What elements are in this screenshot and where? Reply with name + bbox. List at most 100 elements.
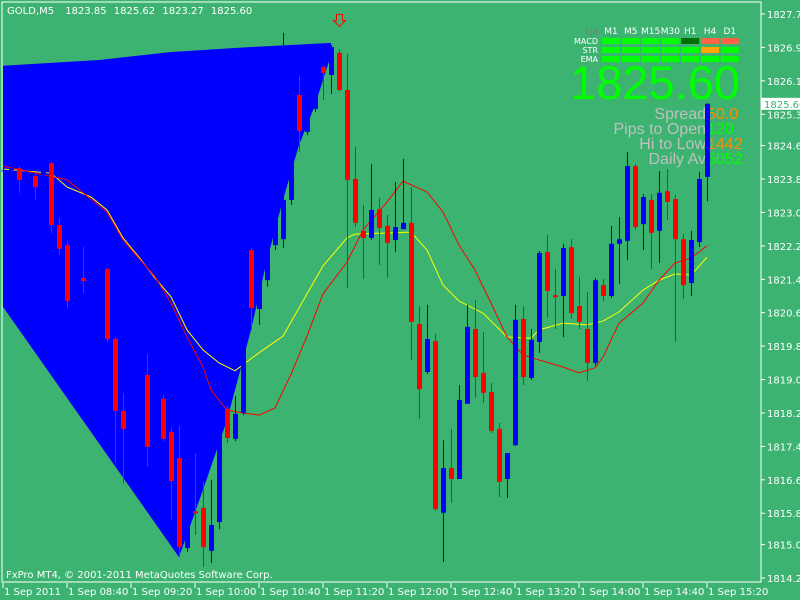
candle — [289, 92, 294, 205]
candle-body — [545, 252, 550, 291]
candle — [489, 382, 494, 434]
candle — [673, 194, 678, 342]
candle — [697, 171, 702, 248]
candle-body — [361, 230, 366, 238]
signal-cell-str-h4 — [701, 47, 719, 53]
candle-body — [681, 239, 686, 286]
candle — [209, 479, 214, 563]
candle — [393, 181, 398, 253]
signal-cell-str-m15 — [641, 47, 660, 53]
signal-cell-ema-d1 — [720, 56, 739, 62]
candle — [601, 278, 606, 302]
candle-body — [193, 511, 198, 514]
candle-body — [433, 341, 438, 510]
candle-body — [145, 374, 150, 447]
moving-average-fast-line — [2, 168, 708, 372]
candle-body — [673, 199, 678, 240]
candle-body — [81, 278, 86, 281]
candle — [625, 151, 630, 261]
candle-body — [233, 413, 238, 439]
candle — [441, 440, 446, 563]
signal-cell-ema-m15 — [641, 56, 660, 62]
candle-body — [369, 209, 374, 238]
candle — [433, 334, 438, 512]
candle-body — [97, 268, 102, 271]
candle-body — [425, 339, 430, 373]
sell-arrow-icon — [332, 13, 347, 28]
candle — [337, 49, 342, 91]
candle — [57, 217, 62, 256]
candle — [9, 166, 14, 175]
signal-cell-macd-h4 — [701, 38, 719, 44]
candle — [521, 306, 526, 385]
candle — [689, 230, 694, 296]
candle-body — [161, 398, 166, 439]
candle — [705, 102, 710, 202]
candle-body — [105, 268, 110, 340]
candle-body — [561, 247, 566, 296]
candle — [617, 217, 622, 284]
candle — [537, 250, 542, 353]
candle-body — [705, 103, 710, 177]
candle — [113, 336, 118, 464]
header-low: 1823.27 — [162, 6, 203, 17]
candle — [49, 161, 54, 233]
candle-body — [505, 453, 510, 479]
candle-body — [137, 374, 142, 380]
candle — [273, 214, 278, 251]
candle — [593, 278, 598, 366]
candle-body — [177, 458, 182, 548]
candle — [633, 163, 638, 230]
time-axis[interactable]: 1 Sep 2011 1 Sep 08:40 1 Sep 09:20 1 Sep 10… — [2, 583, 768, 598]
price-tick-label: 1826.15 — [767, 77, 800, 88]
signal-cell-ema-m30 — [661, 56, 680, 62]
candle — [561, 243, 566, 337]
signal-cell-str-m1 — [602, 47, 620, 53]
panel-row-label: MACD — [574, 37, 598, 46]
stat-value: 50.0 — [707, 106, 738, 123]
candle — [377, 197, 382, 266]
candle-body — [537, 252, 542, 342]
price-axis[interactable]: 1827.75 1826.95 1826.15 1825.35 1824.60 1823.… — [761, 10, 800, 585]
candle — [305, 95, 310, 136]
time-tick-label: 1 Sep 09:20 — [132, 587, 192, 598]
candle — [369, 163, 374, 241]
candle-body — [393, 227, 398, 241]
candle — [225, 405, 230, 444]
signal-cell-str-m5 — [621, 47, 640, 53]
price-tick-label: 1819.80 — [767, 342, 800, 353]
stat-label: Daily Av — [648, 151, 706, 168]
candle — [65, 240, 70, 309]
panel-timeframe-m15: M15 — [641, 27, 660, 37]
candle-body — [249, 250, 254, 309]
candle-body — [329, 47, 334, 75]
candle-body — [521, 318, 526, 378]
candle-body — [657, 192, 662, 231]
candle — [353, 146, 358, 228]
candle — [217, 405, 222, 530]
candle-body — [385, 225, 390, 243]
candle-body — [409, 222, 414, 322]
time-tick-label: 1 Sep 12:00 — [388, 587, 448, 598]
current-price-label: 1825.60 — [764, 100, 800, 111]
candle-body — [321, 67, 326, 73]
current-price-marker — [761, 97, 800, 110]
candle-body — [73, 278, 78, 302]
candle-body — [297, 95, 302, 131]
candle — [281, 32, 286, 248]
candle — [465, 304, 470, 404]
candle — [569, 239, 574, 319]
panel-timeframe-m1: M1 — [604, 27, 618, 37]
candle-body — [569, 247, 574, 314]
stat-label: Spread — [654, 106, 706, 123]
panel-row-label: STR — [582, 46, 598, 55]
candle-body — [289, 97, 294, 200]
panel-current-price: 1825.60 — [570, 56, 740, 109]
candle-body — [481, 372, 486, 393]
candle — [345, 54, 350, 289]
candle-body — [441, 468, 446, 513]
price-tick-label: 1822.20 — [767, 242, 800, 253]
candle — [153, 395, 158, 455]
